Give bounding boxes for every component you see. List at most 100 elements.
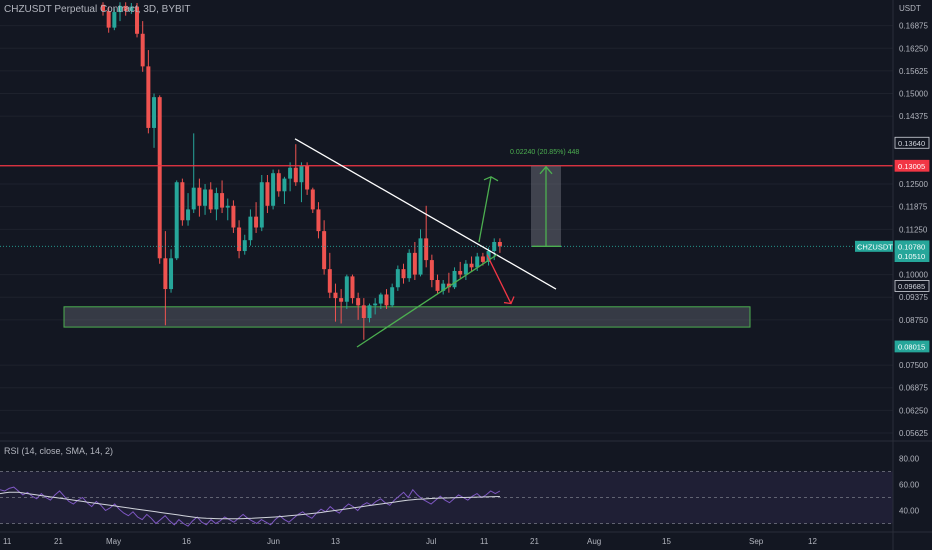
support-zone <box>63 306 751 328</box>
candle-body <box>265 182 270 206</box>
time-tick-label: Sep <box>749 537 764 546</box>
symbol-title[interactable]: CHZUSDT Perpetual Contract, 3D, BYBIT <box>4 4 191 15</box>
candle-body <box>118 5 123 13</box>
price-label-box <box>894 250 930 263</box>
time-tick-label: May <box>106 537 121 546</box>
time-tick-label: 15 <box>662 537 671 546</box>
price-label: 0.09685 <box>898 282 925 291</box>
rsi-title[interactable]: RSI (14, close, SMA, 14, 2) <box>4 446 114 456</box>
symbol-tag-box <box>855 240 893 252</box>
candle-body <box>186 209 191 221</box>
candle-body <box>237 227 242 252</box>
candle-body <box>197 187 202 206</box>
price-tick-label: 0.07500 <box>899 361 928 370</box>
price-tick-label: 0.11875 <box>899 203 928 212</box>
price-label-box <box>894 136 930 149</box>
bullish-arrowhead <box>483 176 499 182</box>
candle-body <box>458 270 463 275</box>
rsi-tick-label: 60.00 <box>899 481 920 490</box>
candle-body <box>282 178 287 192</box>
candle-body <box>395 269 400 288</box>
candle-body <box>424 238 429 261</box>
candle-body <box>259 182 264 228</box>
bearish-arrow <box>486 254 512 304</box>
candle-body <box>152 97 157 128</box>
candle-body <box>327 269 332 293</box>
price-tick-label: 0.11250 <box>899 225 928 234</box>
candle-body <box>350 276 355 299</box>
candle-body <box>299 165 304 183</box>
rsi-pane: 80.00 60.00 40.00 <box>0 455 920 527</box>
ascending-trendline <box>356 254 498 348</box>
candle-body <box>123 5 128 11</box>
candle-body <box>220 193 225 208</box>
time-tick-label: 11 <box>3 537 12 546</box>
symbol-tag: CHZUSDT <box>857 242 893 251</box>
candle-body <box>106 10 111 28</box>
candle-body <box>441 283 446 291</box>
candle-body <box>344 276 349 302</box>
bearish-arrowhead <box>503 296 515 305</box>
price-label: 0.13005 <box>898 162 925 171</box>
time-tick-label: 13 <box>331 537 340 546</box>
candle-body <box>429 260 434 281</box>
candle-body <box>135 6 140 34</box>
measure-arrowhead <box>539 165 553 175</box>
candle-body <box>333 292 338 299</box>
candle-body <box>446 283 451 288</box>
price-label: 0.08015 <box>898 342 925 351</box>
candle-body <box>163 258 168 290</box>
price-tick-label: 0.14375 <box>899 112 928 121</box>
time-tick-label: 21 <box>54 537 63 546</box>
candle-body <box>367 305 372 319</box>
candle-body <box>373 303 378 306</box>
candle-body <box>140 33 145 67</box>
price-tick-label: 0.06250 <box>899 406 928 415</box>
candle-body <box>316 209 321 232</box>
candle-body <box>322 231 327 270</box>
candle-body <box>293 167 298 183</box>
price-label: 0.13640 <box>898 139 925 148</box>
candle-body <box>191 187 196 210</box>
price-tick-label: 0.06875 <box>899 384 928 393</box>
candle-body <box>112 12 117 28</box>
candle-body <box>435 280 440 291</box>
candle-body <box>169 258 174 290</box>
candle-body <box>174 182 179 259</box>
descending-trendline <box>294 138 557 290</box>
rsi-tick-label: 40.00 <box>899 507 920 516</box>
candle-body <box>412 252 417 275</box>
support-zone-rect <box>63 306 751 328</box>
price-tick-label: 0.09375 <box>899 293 928 302</box>
rsi-line <box>0 486 501 527</box>
candle-body <box>248 216 253 241</box>
time-tick-label: 12 <box>808 537 817 546</box>
rsi-ma-line <box>0 491 500 520</box>
candle-body <box>452 270 457 288</box>
time-tick-label: 16 <box>182 537 191 546</box>
candle-body <box>101 4 105 11</box>
candle-body <box>361 305 366 319</box>
candle-body <box>225 205 230 208</box>
candle-body <box>492 241 497 252</box>
candle-body <box>480 256 485 262</box>
measure-label: 0.02240 (20.85%) 448 <box>510 149 579 156</box>
price-label-box <box>894 280 930 292</box>
candle-body <box>384 294 389 306</box>
candle-body <box>356 298 361 306</box>
price-tick-label: 0.10000 <box>899 271 928 280</box>
rsi-tick-label: 80.00 <box>899 455 920 464</box>
price-label-box <box>894 159 930 172</box>
time-axis[interactable]: 11 21 May 16 Jun 13 Jul 11 21 Aug 15 Sep 12 <box>3 537 817 546</box>
candle-body <box>271 173 276 206</box>
candle-body <box>231 205 236 228</box>
candle-body <box>407 252 412 279</box>
candle-body <box>146 66 151 128</box>
time-tick-label: Aug <box>587 537 601 546</box>
candle-body <box>214 193 219 210</box>
price-label: 0.10510 <box>898 252 925 261</box>
time-tick-label: Jun <box>267 537 280 546</box>
candle-body <box>418 238 423 275</box>
